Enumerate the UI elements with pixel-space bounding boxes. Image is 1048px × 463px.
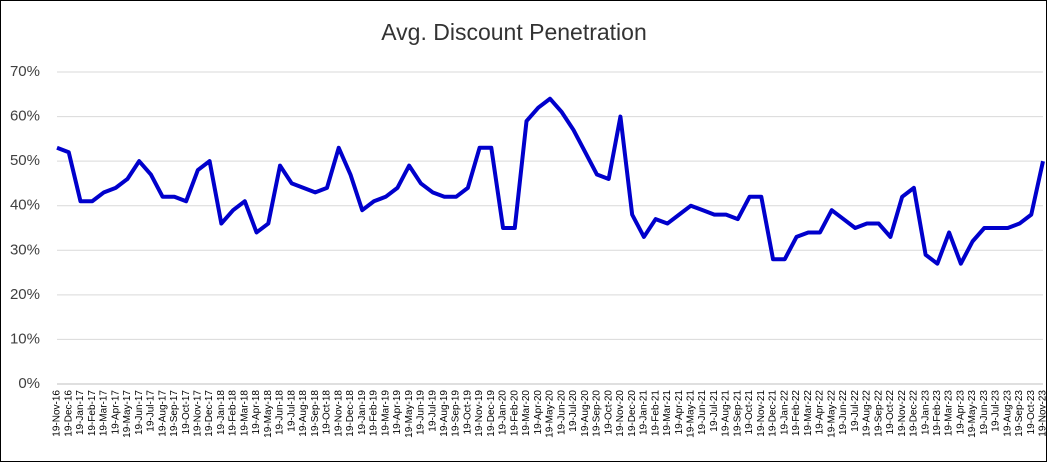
x-tick-label: 19-Jun-19 (416, 390, 427, 435)
x-tick-label: 19-Nov-23 (1038, 390, 1048, 437)
x-tick-label: 19-Apr-18 (251, 390, 262, 435)
x-tick-label: 19-Oct-19 (462, 390, 473, 435)
x-tick-label: 19-Nov-20 (615, 390, 626, 437)
chart-title: Avg. Discount Penetration (381, 19, 647, 45)
x-tick-label: 19-Feb-17 (87, 390, 98, 437)
y-tick-label: 60% (10, 108, 40, 125)
x-tick-label: 19-Dec-18 (345, 390, 356, 437)
x-tick-label: 19-Feb-19 (369, 390, 380, 437)
x-tick-label: 19-Jul-21 (709, 390, 720, 432)
x-tick-label: 19-Mar-20 (521, 390, 532, 437)
x-tick-label: 19-Apr-17 (110, 390, 121, 435)
x-tick-label: 19-Jan-20 (498, 390, 509, 435)
y-tick-label: 70% (10, 63, 40, 80)
x-tick-label: 19-May-19 (404, 390, 415, 438)
x-tick-label: 19-Jun-17 (134, 390, 145, 435)
x-tick-label: 19-May-20 (545, 390, 556, 438)
x-tick-label: 19-Aug-18 (298, 390, 309, 437)
y-tick-label: 50% (10, 152, 40, 169)
x-tick-label: 19-Apr-19 (392, 390, 403, 435)
x-tick-label: 19-Jul-17 (146, 390, 157, 432)
x-tick-label: 19-Jan-18 (216, 390, 227, 435)
x-tick-label: 19-Sep-23 (1014, 390, 1025, 437)
x-tick-label: 19-Sep-22 (873, 390, 884, 437)
x-tick-label: 19-Feb-22 (791, 390, 802, 437)
x-tick-label: 19-Mar-19 (380, 390, 391, 437)
x-tick-label: 19-Feb-20 (509, 390, 520, 437)
y-tick-label: 40% (10, 197, 40, 214)
x-tick-label: 19-Apr-23 (955, 390, 966, 435)
x-tick-label: 19-Mar-22 (803, 390, 814, 437)
x-tick-label: 19-Dec-17 (204, 390, 215, 437)
x-tick-label: 19-Feb-18 (228, 390, 239, 437)
y-tick-label: 20% (10, 286, 40, 303)
x-tick-label: 19-Aug-21 (721, 390, 732, 437)
x-tick-label: 19-Mar-17 (99, 390, 110, 437)
x-tick-label: 19-Aug-22 (862, 390, 873, 437)
x-tick-label: 19-May-22 (826, 390, 837, 438)
x-tick-label: 19-Nov-19 (474, 390, 485, 437)
x-tick-label: 19-Oct-18 (322, 390, 333, 435)
x-tick-label: 19-Jul-23 (991, 390, 1002, 432)
x-tick-label: 19-Jan-19 (357, 390, 368, 435)
x-tick-label: 19-Mar-23 (944, 390, 955, 437)
x-tick-label: 19-Aug-19 (439, 390, 450, 437)
x-tick-label: 19-Sep-20 (592, 390, 603, 437)
x-tick-label: 19-Jul-18 (286, 390, 297, 432)
x-tick-label: 19-Sep-18 (310, 390, 321, 437)
x-tick-label: 19-Oct-23 (1026, 390, 1037, 435)
data-line (56, 96, 1045, 266)
x-tick-label: 19-Feb-21 (650, 390, 661, 437)
y-tick-label: 30% (10, 241, 40, 258)
x-tick-label: 19-Nov-21 (756, 390, 767, 437)
x-tick-label: 19-Apr-22 (815, 390, 826, 435)
x-tick-label: 19-Jun-22 (838, 390, 849, 435)
x-tick-label: 19-Oct-22 (885, 390, 896, 435)
x-tick-label: 19-Dec-16 (63, 390, 74, 437)
x-tick-label: 19-Nov-18 (333, 390, 344, 437)
x-tick-label: 19-Dec-22 (909, 390, 920, 437)
x-tick-label: 19-Dec-21 (768, 390, 779, 437)
x-tick-label: 19-Jan-23 (920, 390, 931, 435)
x-tick-label: 19-Oct-21 (744, 390, 755, 435)
x-tick-label: 19-Sep-21 (732, 390, 743, 437)
x-tick-label: 19-Sep-17 (169, 390, 180, 437)
x-tick-label: 19-Dec-19 (486, 390, 497, 437)
y-tick-label: 10% (10, 330, 40, 347)
x-tick-label: 19-Jan-22 (779, 390, 790, 435)
y-tick-label: 0% (18, 375, 40, 392)
x-tick-label: 19-Aug-23 (1002, 390, 1013, 437)
x-tick-label: 19-Jun-20 (556, 390, 567, 435)
x-tick-label: 19-Jul-22 (850, 390, 861, 432)
x-tick-label: 19-Jul-20 (568, 390, 579, 432)
x-tick-label: 19-Dec-20 (627, 390, 638, 437)
x-tick-label: 19-Jul-19 (427, 390, 438, 432)
x-tick-label: 19-Jun-21 (697, 390, 708, 435)
x-tick-label: 19-Mar-21 (662, 390, 673, 437)
x-tick-label: 19-Jun-18 (275, 390, 286, 435)
x-tick-label: 19-May-21 (685, 390, 696, 438)
x-tick-label: 19-Mar-18 (239, 390, 250, 437)
x-tick-label: 19-May-17 (122, 390, 133, 438)
x-tick-label: 19-Jan-21 (639, 390, 650, 435)
x-tick-label: 19-Nov-17 (192, 390, 203, 437)
x-tick-label: 19-Apr-20 (533, 390, 544, 435)
x-tick-label: 19-Jan-17 (75, 390, 86, 435)
x-tick-label: 19-Aug-17 (157, 390, 168, 437)
x-tick-label: 19-Sep-19 (451, 390, 462, 437)
x-tick-label: 19-Oct-17 (181, 390, 192, 435)
x-tick-label: 19-May-18 (263, 390, 274, 438)
x-tick-label: 19-Oct-20 (603, 390, 614, 435)
x-tick-label: 19-Nov-16 (52, 390, 63, 437)
x-tick-label: 19-Jun-23 (979, 390, 990, 435)
x-tick-label: 19-Feb-23 (932, 390, 943, 437)
x-tick-label: 19-May-23 (967, 390, 978, 438)
x-tick-label: 19-Nov-22 (897, 390, 908, 437)
x-tick-label: 19-Apr-21 (674, 390, 685, 435)
x-tick-label: 19-Aug-20 (580, 390, 591, 437)
